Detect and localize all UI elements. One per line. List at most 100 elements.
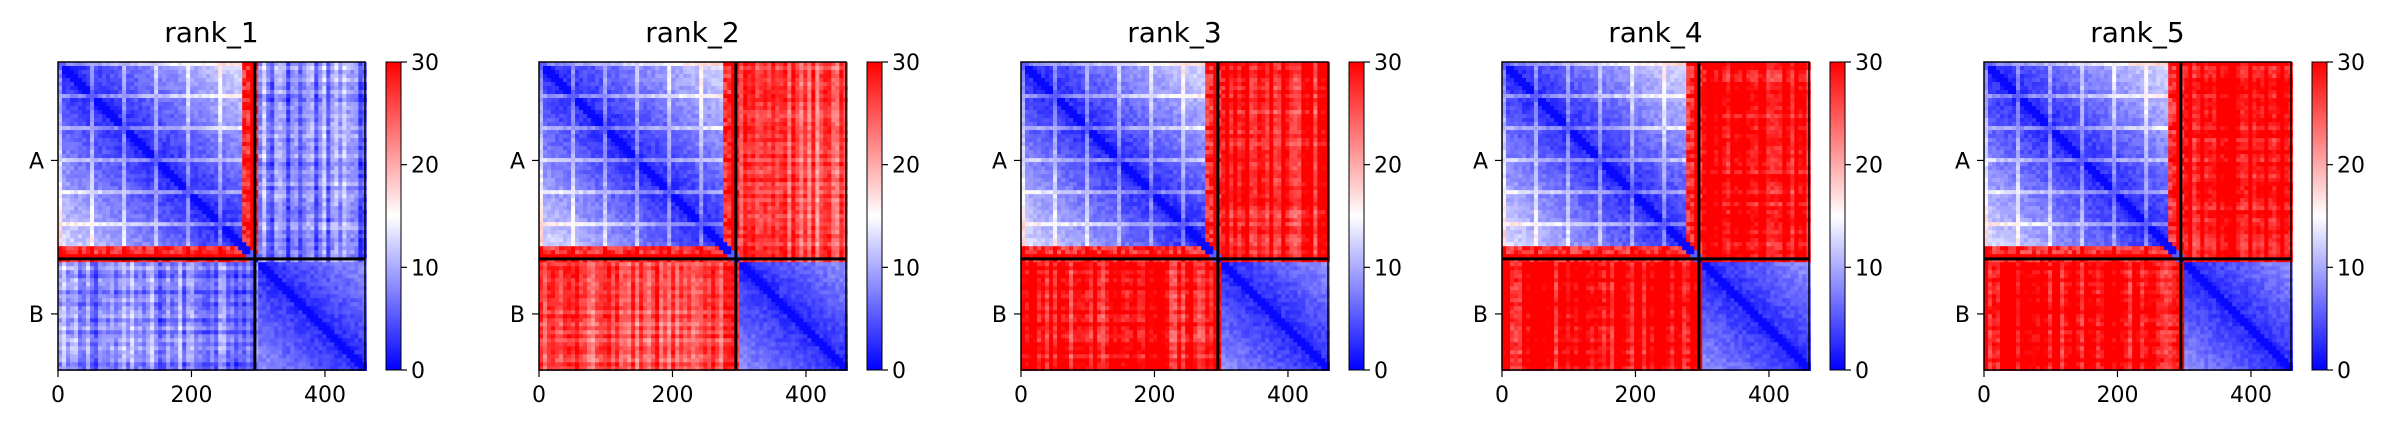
heatmap-cell [254, 190, 259, 195]
heatmap-cell [262, 190, 267, 195]
heatmap-cell [310, 154, 315, 159]
heatmap-cell [302, 234, 307, 239]
heatmap-cell [182, 250, 187, 255]
heatmap-cell [306, 310, 311, 315]
heatmap-cell [114, 286, 119, 291]
heatmap-cell [222, 154, 227, 159]
heatmap-cell [286, 242, 291, 247]
heatmap-cell [178, 154, 183, 159]
heatmap-cell [266, 302, 271, 307]
heatmap-cell [346, 178, 351, 183]
heatmap-cell [58, 282, 63, 287]
heatmap-cell [170, 138, 175, 143]
heatmap-cell [234, 218, 239, 223]
heatmap-cell [110, 274, 115, 279]
heatmap-cell [94, 82, 99, 87]
heatmap-cell [94, 218, 99, 223]
heatmap-cell [250, 298, 255, 303]
heatmap-cell [190, 278, 195, 283]
heatmap-cell [338, 222, 343, 227]
heatmap-cell [326, 70, 331, 75]
heatmap-cell [198, 254, 203, 259]
heatmap-cell [262, 86, 267, 91]
heatmap-cell [102, 222, 107, 227]
heatmap-cell [130, 138, 135, 143]
heatmap-cell [242, 110, 247, 115]
heatmap-cell [158, 86, 163, 91]
heatmap-cell [158, 250, 163, 255]
heatmap-cell [294, 214, 299, 219]
heatmap-cell [74, 262, 79, 267]
heatmap-cell [78, 138, 83, 143]
heatmap-cell [350, 142, 355, 147]
heatmap-cell [254, 278, 259, 283]
heatmap-cell [318, 246, 323, 251]
heatmap-cell [270, 282, 275, 287]
heatmap-cell [82, 298, 87, 303]
heatmap-cell [338, 170, 343, 175]
heatmap-cell [218, 246, 223, 251]
heatmap-cell [206, 218, 211, 223]
heatmap-cell [94, 194, 99, 199]
heatmap-cell [58, 178, 63, 183]
heatmap-cell [206, 290, 211, 295]
heatmap-cell [266, 250, 271, 255]
heatmap-cell [326, 286, 331, 291]
heatmap-cell [190, 178, 195, 183]
heatmap-cell [250, 94, 255, 99]
heatmap-cell [190, 270, 195, 275]
heatmap-cell [70, 298, 75, 303]
heatmap-cell [306, 134, 311, 139]
heatmap-cell [154, 270, 159, 275]
heatmap-cell [198, 90, 203, 95]
heatmap-cell [230, 186, 235, 191]
heatmap-cell [166, 90, 171, 95]
heatmap-cell [302, 162, 307, 167]
heatmap-cell [346, 278, 351, 283]
heatmap-cell [314, 238, 319, 243]
heatmap-cell [142, 214, 147, 219]
heatmap-cell [222, 242, 227, 247]
heatmap-cell [58, 298, 63, 303]
heatmap-cell [154, 202, 159, 207]
heatmap-cell [294, 234, 299, 239]
heatmap-cell [94, 142, 99, 147]
heatmap-cell [146, 174, 151, 179]
heatmap-cell [266, 106, 271, 111]
heatmap-cell [330, 278, 335, 283]
heatmap-cell [158, 282, 163, 287]
heatmap-cell [70, 306, 75, 311]
heatmap-cell [170, 238, 175, 243]
heatmap-cell [178, 214, 183, 219]
heatmap-cell [210, 78, 215, 83]
heatmap-cell [186, 314, 191, 319]
heatmap-cell [150, 106, 155, 111]
heatmap-cell [182, 74, 187, 79]
heatmap-cell [210, 182, 215, 187]
heatmap-cell [358, 218, 363, 223]
heatmap-cell [126, 290, 131, 295]
heatmap-cell [150, 286, 155, 291]
heatmap-cell [190, 162, 195, 167]
heatmap-cell [274, 126, 279, 131]
heatmap-cell [178, 258, 183, 263]
heatmap-cell [158, 302, 163, 307]
heatmap-cell [310, 198, 315, 203]
heatmap-cell [106, 82, 111, 87]
heatmap-cell [186, 138, 191, 143]
heatmap-cell [278, 218, 283, 223]
heatmap-cell [162, 222, 167, 227]
heatmap-cell [250, 210, 255, 215]
heatmap-cell [58, 266, 63, 271]
heatmap-cell [182, 298, 187, 303]
heatmap-cell [178, 298, 183, 303]
heatmap-cell [58, 146, 63, 151]
heatmap-cell [326, 302, 331, 307]
heatmap-cell [134, 194, 139, 199]
heatmap-cell [262, 262, 267, 267]
heatmap-cell [70, 262, 75, 267]
heatmap-cell [298, 166, 303, 171]
heatmap-cell [254, 110, 259, 115]
heatmap-cell [250, 114, 255, 119]
heatmap-cell [246, 242, 251, 247]
